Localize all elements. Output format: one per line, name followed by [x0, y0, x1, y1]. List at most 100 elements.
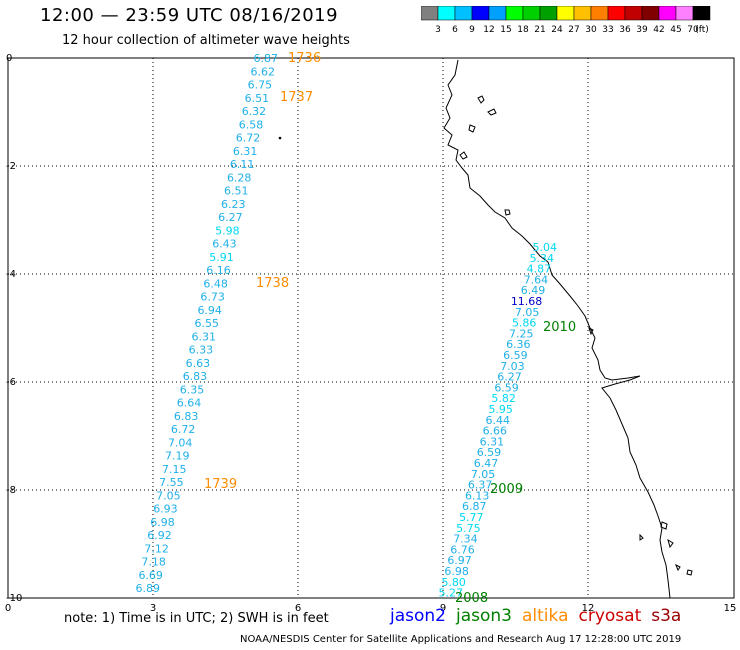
altika-swh-value: 7.05	[156, 489, 181, 502]
altika-swh-value: 6.58	[239, 118, 264, 131]
jason3-swh-value: 7.25	[509, 327, 534, 340]
map-title: 12:00 — 23:59 UTC 08/16/2019	[40, 5, 339, 26]
altika-swh-value: 6.23	[221, 198, 246, 211]
jason3-swh-value: 6.59	[494, 381, 519, 394]
jason3-swh-value: 6.37	[468, 479, 493, 492]
altika-swh-value: 6.69	[138, 569, 163, 582]
colorbar-label: 27	[568, 25, 579, 35]
altika-time-label: 1738	[256, 276, 289, 291]
jason3-swh-value: 7.03	[500, 360, 525, 373]
altika-swh-value: 7.55	[159, 476, 184, 489]
altika-swh-value: 6.83	[183, 370, 208, 383]
altika-swh-value: 6.87	[254, 52, 279, 65]
altika-swh-value: 6.51	[245, 92, 270, 105]
y-tick-label: -10	[6, 593, 22, 604]
altika-swh-value: 6.89	[136, 582, 161, 595]
satellite-legend: jason2 jason3 altika cryosat s3a	[390, 606, 691, 626]
legend-jason3: jason3	[456, 606, 512, 626]
y-tick-label: 0	[6, 53, 12, 64]
coastline	[443, 59, 671, 599]
jason3-swh-value: 7.05	[471, 468, 496, 481]
x-tick-label: 6	[295, 603, 301, 614]
altika-swh-value: 6.43	[212, 238, 237, 251]
island-dot	[278, 136, 282, 140]
colorbar-label: 39	[636, 25, 648, 35]
y-tick-label: -2	[6, 161, 16, 172]
altika-swh-value: 6.63	[186, 357, 211, 370]
colorbar-label: 33	[602, 25, 613, 35]
colorbar: 3 6 9 12 15 18 21 24 27 30 33 36 39 42 45 70(ft)	[421, 6, 711, 35]
altika-swh-value: 6.72	[171, 423, 196, 436]
jason3-swh-value: 6.13	[465, 489, 490, 502]
jason3-swh-value: 7.05	[515, 306, 540, 319]
jason3-time-label: 2009	[490, 482, 523, 497]
island	[459, 95, 693, 576]
colorbar-label: 15	[500, 25, 511, 35]
colorbar-label: 3	[435, 25, 441, 35]
colorbar-label: 36	[619, 25, 631, 35]
jason3-swh-value: 5.82	[491, 392, 516, 405]
altika-swh-value: 7.18	[141, 556, 166, 569]
altika-swh-value: 7.15	[162, 463, 187, 476]
altika-swh-value: 5.91	[209, 251, 234, 264]
colorbar-label: 18	[517, 25, 529, 35]
jason3-swh-value: 5.27	[439, 587, 464, 600]
jason3-swh-value: 11.68	[511, 295, 543, 308]
graticule	[8, 58, 734, 598]
jason3-swh-value: 6.47	[474, 457, 499, 470]
altika-swh-value: 6.83	[174, 410, 199, 423]
altika-swh-value: 7.12	[144, 542, 169, 555]
jason3-swh-value: 4.87	[527, 263, 552, 276]
jason3-swh-value: 6.31	[480, 435, 505, 448]
altika-time-label: 1736	[288, 51, 321, 66]
altika-swh-value: 6.92	[147, 529, 172, 542]
colorbar-label: 12	[483, 25, 494, 35]
jason3-swh-value: 6.97	[447, 554, 472, 567]
altika-swh-value: 6.16	[206, 264, 231, 277]
jason3-swh-value: 6.49	[521, 284, 546, 297]
altika-swh-value: 6.98	[150, 516, 175, 529]
jason3-swh-value: 5.95	[488, 403, 513, 416]
jason3-swh-value: 5.75	[456, 522, 481, 535]
x-tick-label: 15	[724, 603, 737, 614]
colorbar-label: 6	[452, 25, 458, 35]
map-frame	[7, 57, 735, 599]
altika-swh-value: 6.75	[248, 79, 273, 92]
altika-swh-value: 6.72	[236, 132, 261, 145]
altika-time-label: 1739	[204, 477, 237, 492]
jason3-time-label: 2008	[455, 591, 488, 606]
colorbar-label: 30	[585, 25, 597, 35]
colorbar-swatch	[692, 6, 711, 21]
altika-swh-value: 7.19	[165, 450, 190, 463]
x-tick-label: 9	[440, 603, 446, 614]
altika-swh-value: 6.73	[200, 291, 225, 304]
colorbar-label: 21	[534, 25, 545, 35]
altika-swh-value: 5.98	[215, 224, 240, 237]
altika-swh-value: 6.94	[197, 304, 222, 317]
footnote: note: 1) Time is in UTC; 2) SWH is in fe…	[64, 611, 329, 626]
altika-swh-value: 6.64	[177, 397, 202, 410]
jason3-swh-value: 5.34	[530, 252, 555, 265]
jason3-swh-value: 6.44	[486, 414, 511, 427]
jason3-swh-value: 6.66	[483, 425, 508, 438]
altika-swh-value: 6.33	[189, 344, 214, 357]
legend-s3a: s3a	[651, 606, 682, 626]
altika-swh-value: 6.51	[224, 185, 249, 198]
credits-line: NOAA/NESDIS Center for Satellite Applica…	[240, 634, 682, 645]
altika-swh-value: 6.28	[227, 171, 252, 184]
altika-swh-value: 6.31	[192, 330, 217, 343]
jason3-swh-value: 6.87	[462, 500, 487, 513]
jason3-swh-value: 5.77	[459, 511, 484, 524]
y-tick-label: -4	[6, 269, 16, 280]
jason3-swh-value: 7.64	[524, 273, 549, 286]
y-tick-label: -6	[6, 377, 16, 388]
x-tick-label: 0	[5, 603, 11, 614]
colorbar-label: 24	[551, 25, 563, 35]
colorbar-unit: (ft)	[695, 25, 709, 35]
altika-swh-value: 6.11	[230, 158, 255, 171]
altika-swh-value: 7.04	[168, 436, 193, 449]
x-tick-label: 12	[582, 603, 595, 614]
track-layer: 6.876.626.756.516.326.586.726.316.116.28…	[136, 51, 577, 606]
jason3-swh-value: 6.98	[444, 565, 469, 578]
jason3-swh-value: 6.27	[497, 371, 522, 384]
